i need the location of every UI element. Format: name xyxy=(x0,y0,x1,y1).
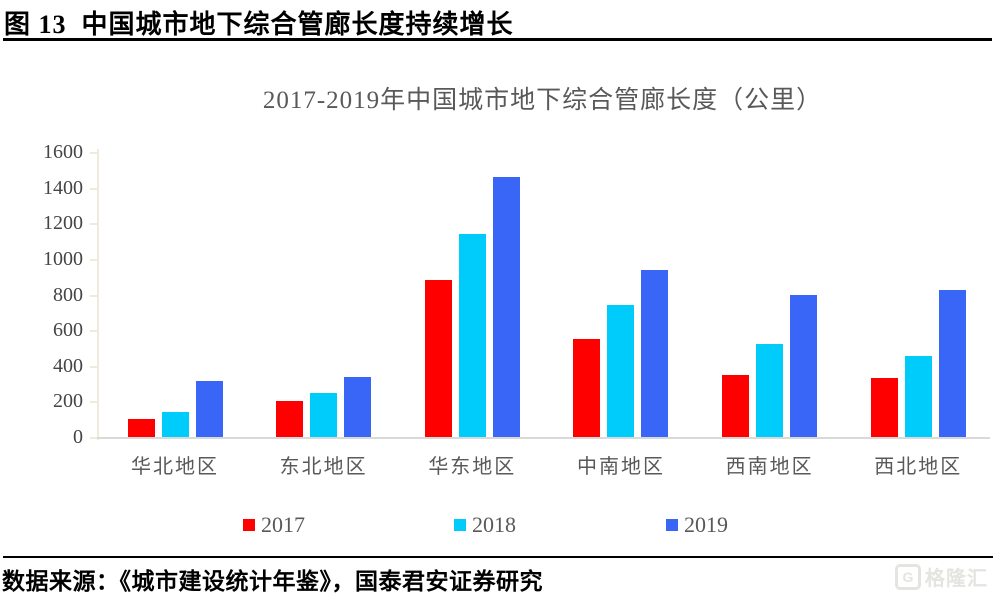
y-tick-label: 400 xyxy=(53,354,83,377)
bar-2019-西北地区 xyxy=(938,290,966,437)
legend-swatch-2019 xyxy=(666,519,678,531)
watermark-text: 格隆汇 xyxy=(925,568,988,590)
y-tick-label: 800 xyxy=(53,283,83,306)
bar-2019-东北地区 xyxy=(344,377,372,437)
legend-label-2017: 2017 xyxy=(261,512,305,537)
legend-swatch-2018 xyxy=(454,519,466,531)
y-tick-mark xyxy=(90,187,97,190)
bar-2018-中南地区 xyxy=(607,305,635,437)
x-axis-baseline xyxy=(96,437,990,439)
y-tick-mark xyxy=(90,330,97,333)
gelonghui-icon: G xyxy=(895,563,921,590)
y-tick-label: 1600 xyxy=(43,141,83,163)
x-axis-label-东北地区: 东北地区 xyxy=(279,456,368,478)
y-tick-mark xyxy=(90,258,97,261)
y-tick-label: 0 xyxy=(73,426,83,448)
bar-2017-中南地区 xyxy=(573,339,601,437)
y-tick-mark xyxy=(90,401,97,404)
plot-area: 0 200 400 600 800 1000 1200 1400 1600 华北地区 东北地区 华东地… xyxy=(43,141,990,478)
legend-label-2018: 2018 xyxy=(472,512,516,537)
y-axis-line xyxy=(97,149,99,440)
y-tick-label: 600 xyxy=(53,319,83,342)
bar-2019-西南地区 xyxy=(790,294,818,437)
legend-item-2017: 2017 xyxy=(243,512,305,538)
x-axis-label-华北地区: 华北地区 xyxy=(131,456,219,478)
y-tick-label: 1000 xyxy=(43,247,83,270)
bar-2017-东北地区 xyxy=(276,401,304,437)
y-tick-mark xyxy=(90,437,97,439)
x-axis-label-西南地区: 西南地区 xyxy=(725,456,814,478)
legend-item-2018: 2018 xyxy=(454,512,516,538)
x-axis-label-西北地区: 西北地区 xyxy=(874,456,963,478)
x-axis-label-华东地区: 华东地区 xyxy=(428,456,517,478)
y-tick-mark xyxy=(90,294,97,297)
y-tick-mark xyxy=(90,152,97,154)
figure-caption: 图 13 中国城市地下综合管廊长度持续增长 xyxy=(4,10,514,39)
bar-2018-西南地区 xyxy=(756,344,784,437)
chart-title: 2017-2019年中国城市地下综合管廊长度（公里） xyxy=(262,87,823,114)
legend-label-2019: 2019 xyxy=(684,512,728,537)
bar-2017-西南地区 xyxy=(722,374,750,437)
bar-2017-华东地区 xyxy=(424,280,452,437)
bar-2019-华东地区 xyxy=(492,176,520,437)
bar-2018-华北地区 xyxy=(161,412,189,437)
bar-2018-华东地区 xyxy=(458,233,486,437)
header-rule xyxy=(3,38,992,41)
y-tick-label: 1400 xyxy=(43,176,83,199)
footer-rule xyxy=(3,556,993,558)
source-note: 数据来源：《城市建设统计年鉴》，国泰君安证券研究 xyxy=(2,569,543,594)
bar-2018-东北地区 xyxy=(310,393,338,437)
y-tick-label: 200 xyxy=(53,390,83,413)
y-tick-label: 1200 xyxy=(43,212,83,235)
bar-2019-华北地区 xyxy=(195,380,223,437)
bar-2017-华北地区 xyxy=(127,419,155,437)
y-tick-mark xyxy=(90,365,97,368)
legend-swatch-2017 xyxy=(243,519,255,531)
watermark-logo: G 格隆汇 xyxy=(895,562,988,591)
bar-2018-西北地区 xyxy=(904,355,932,437)
y-tick-mark xyxy=(90,223,97,226)
bar-2019-中南地区 xyxy=(641,269,669,437)
legend-item-2019: 2019 xyxy=(666,512,728,538)
x-axis-label-中南地区: 中南地区 xyxy=(576,456,665,478)
bar-2017-西北地区 xyxy=(870,378,898,437)
